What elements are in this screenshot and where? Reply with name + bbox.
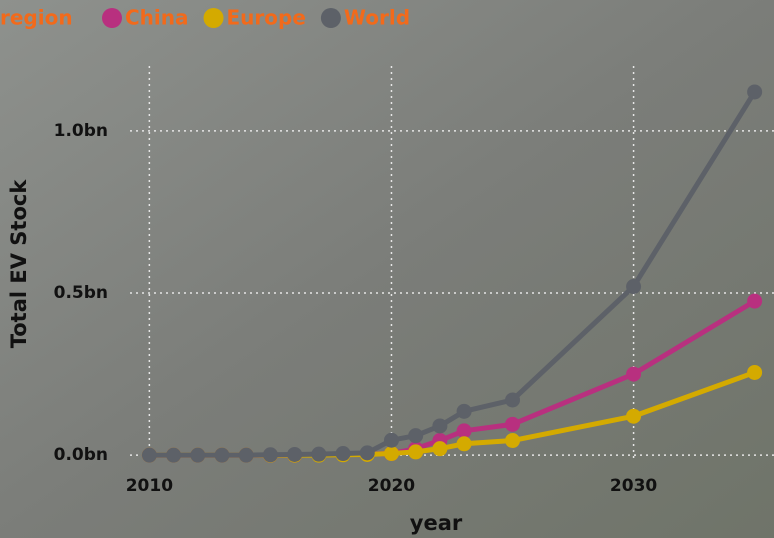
y-axis-title: Total EV Stock <box>7 179 31 349</box>
data-point <box>505 392 521 408</box>
y-tick-label: 0.0bn <box>54 445 108 465</box>
data-point <box>408 428 424 444</box>
x-tick-label: 2020 <box>368 476 415 496</box>
data-point <box>747 293 763 309</box>
data-point <box>359 445 375 461</box>
data-point <box>287 446 303 462</box>
data-point <box>456 403 472 419</box>
data-point <box>383 432 399 448</box>
data-point <box>505 416 521 432</box>
data-point <box>141 447 157 463</box>
data-point <box>214 447 230 463</box>
data-point <box>747 84 763 100</box>
legend-title: region <box>0 6 73 30</box>
data-point <box>626 366 642 382</box>
x-tick-label: 2010 <box>126 476 173 496</box>
data-point <box>408 444 424 460</box>
legend-label: China <box>125 6 189 30</box>
legend-label: World <box>344 6 410 30</box>
data-point <box>456 423 472 439</box>
data-point <box>190 447 206 463</box>
data-point <box>456 436 472 452</box>
legend-swatch <box>203 8 224 28</box>
data-point <box>238 447 254 463</box>
data-point <box>166 447 182 463</box>
data-point <box>311 446 327 462</box>
data-point <box>335 446 351 462</box>
legend-swatch <box>320 8 341 28</box>
y-tick-label: 1.0bn <box>54 121 108 141</box>
data-point <box>432 441 448 457</box>
legend-label: Europe <box>227 6 306 30</box>
data-point <box>262 447 278 463</box>
x-axis-title: year <box>410 511 463 535</box>
legend-swatch <box>102 8 122 28</box>
data-point <box>747 364 763 380</box>
data-point <box>626 408 642 424</box>
data-point <box>432 418 448 434</box>
data-point <box>505 433 521 449</box>
data-point <box>383 446 399 462</box>
x-tick-label: 2030 <box>610 476 657 496</box>
data-point <box>626 279 642 295</box>
y-tick-label: 0.5bn <box>54 283 108 303</box>
